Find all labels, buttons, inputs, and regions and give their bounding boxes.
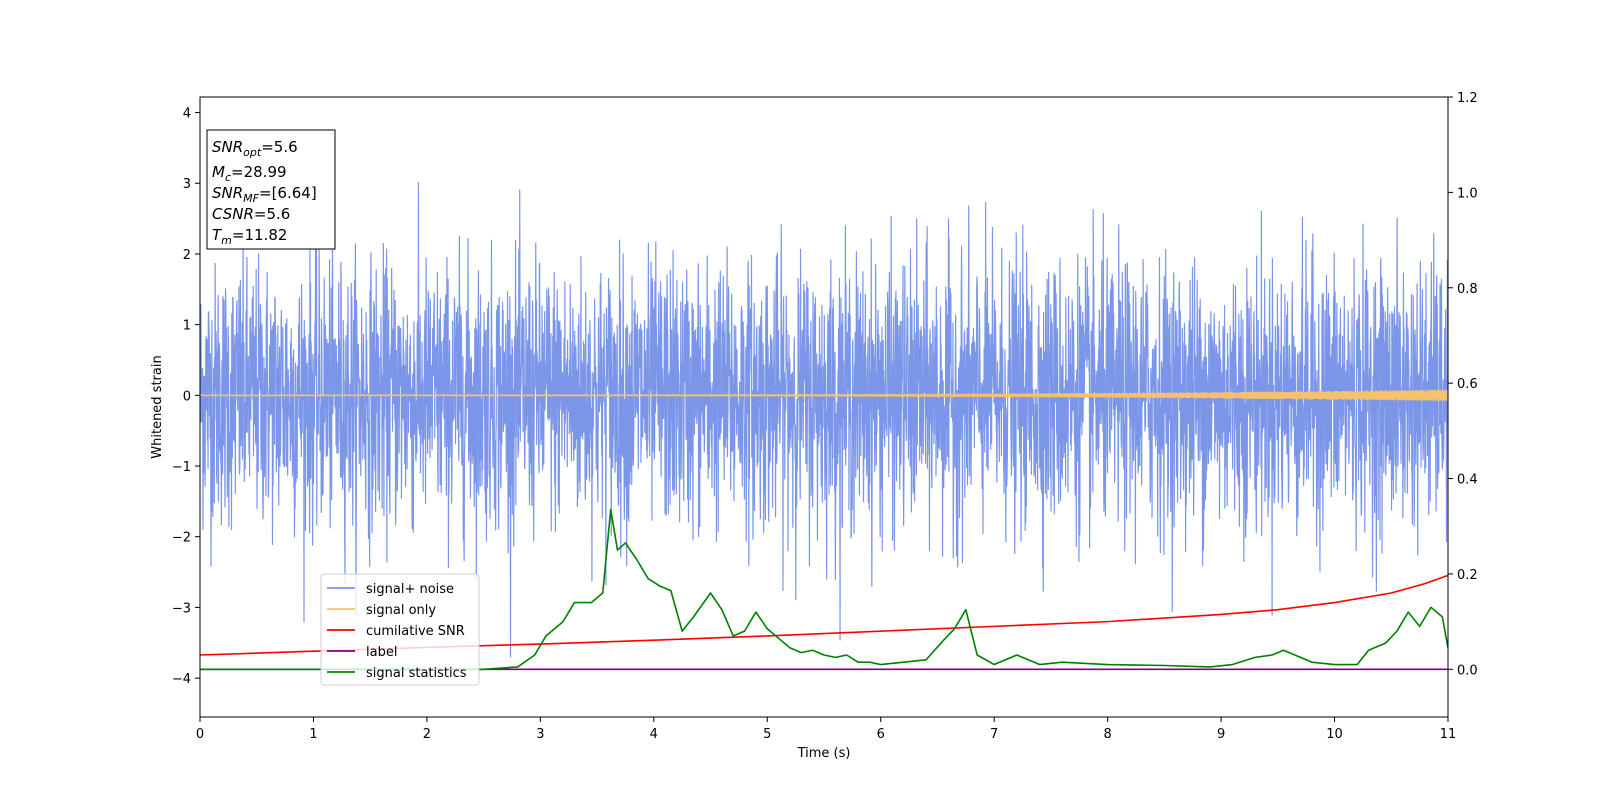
legend-frame bbox=[320, 573, 480, 686]
info-subscript: MF bbox=[243, 192, 259, 205]
x-tick-label: 11 bbox=[1440, 727, 1457, 742]
y-tick-label: 4 bbox=[183, 107, 191, 122]
y2-tick-label: 0.2 bbox=[1457, 568, 1478, 583]
y-tick-label: −1 bbox=[172, 460, 191, 475]
x-tick-label: 3 bbox=[536, 727, 544, 742]
y2-tick-label: 0.0 bbox=[1457, 663, 1478, 678]
y-tick-label: 2 bbox=[183, 248, 191, 263]
x-tick-label: 8 bbox=[1103, 727, 1111, 742]
info-symbol: T bbox=[212, 226, 223, 244]
y-tick-label: 1 bbox=[183, 319, 191, 334]
x-tick-label: 4 bbox=[650, 727, 658, 742]
x-tick-label: 5 bbox=[763, 727, 771, 742]
legend-label-signal-only: signal only bbox=[366, 603, 436, 618]
y2-tick-label: 0.8 bbox=[1457, 282, 1478, 297]
info-symbol: SNR bbox=[212, 138, 243, 156]
y-axis-title: Whitened strain bbox=[150, 355, 165, 458]
plot-frame bbox=[199, 96, 1449, 718]
series-line-signal-only bbox=[200, 389, 1448, 402]
info-subscript: opt bbox=[243, 146, 262, 159]
y-axis-right: 0.0 0.2 0.4 0.6 0.8 1.0 1.2 bbox=[1448, 91, 1478, 678]
y2-tick-label: 1.2 bbox=[1457, 91, 1478, 106]
y-axis-left: −4 −3 −2 −1 0 1 2 3 4 bbox=[172, 107, 200, 687]
x-tick-label: 10 bbox=[1326, 727, 1343, 742]
legend-label-signal-statistics: signal statistics bbox=[366, 666, 467, 681]
info-value: =[6.64] bbox=[259, 184, 317, 202]
x-tick-label: 6 bbox=[877, 727, 885, 742]
y-tick-label: 3 bbox=[183, 177, 191, 192]
legend: signal+ noise signal only cumilative SNR la… bbox=[320, 573, 480, 686]
info-symbol: M bbox=[212, 163, 225, 181]
info-value: =11.82 bbox=[232, 226, 288, 244]
y-tick-label: −4 bbox=[172, 672, 191, 687]
legend-label-signal-noise: signal+ noise bbox=[366, 582, 454, 597]
info-box-frame bbox=[206, 129, 336, 250]
x-axis-title: Time (s) bbox=[797, 746, 851, 761]
legend-label-cumilative-snr: cumilative SNR bbox=[366, 624, 465, 639]
y-tick-label: −3 bbox=[172, 601, 191, 616]
series-line-signal-statistics bbox=[200, 508, 1448, 671]
y2-tick-label: 0.6 bbox=[1457, 377, 1478, 392]
info-value: =5.6 bbox=[261, 138, 297, 156]
x-tick-label: 9 bbox=[1217, 727, 1225, 742]
info-symbol: CSNR bbox=[212, 205, 254, 223]
x-tick-label: 2 bbox=[423, 727, 431, 742]
info-symbol: SNR bbox=[212, 184, 243, 202]
x-tick-label: 7 bbox=[990, 727, 998, 742]
legend-label-label: label bbox=[366, 645, 397, 660]
x-tick-label: 0 bbox=[196, 727, 204, 742]
x-tick-label: 1 bbox=[309, 727, 317, 742]
y2-tick-label: 1.0 bbox=[1457, 186, 1478, 201]
info-box: SNRopt=5.6 Mc=28.99 SNRMF=[6.64] CSNR=5.6 Tm… bbox=[206, 129, 336, 250]
info-subscript: m bbox=[221, 234, 232, 247]
info-subscript: c bbox=[225, 171, 231, 184]
info-value: =5.6 bbox=[254, 205, 290, 223]
x-axis: 0 1 2 3 4 5 6 7 8 9 10 11 bbox=[196, 717, 1456, 742]
y-tick-label: 0 bbox=[183, 389, 191, 404]
info-value: =28.99 bbox=[231, 163, 287, 181]
y-tick-label: −2 bbox=[172, 531, 191, 546]
y2-tick-label: 0.4 bbox=[1457, 473, 1478, 488]
